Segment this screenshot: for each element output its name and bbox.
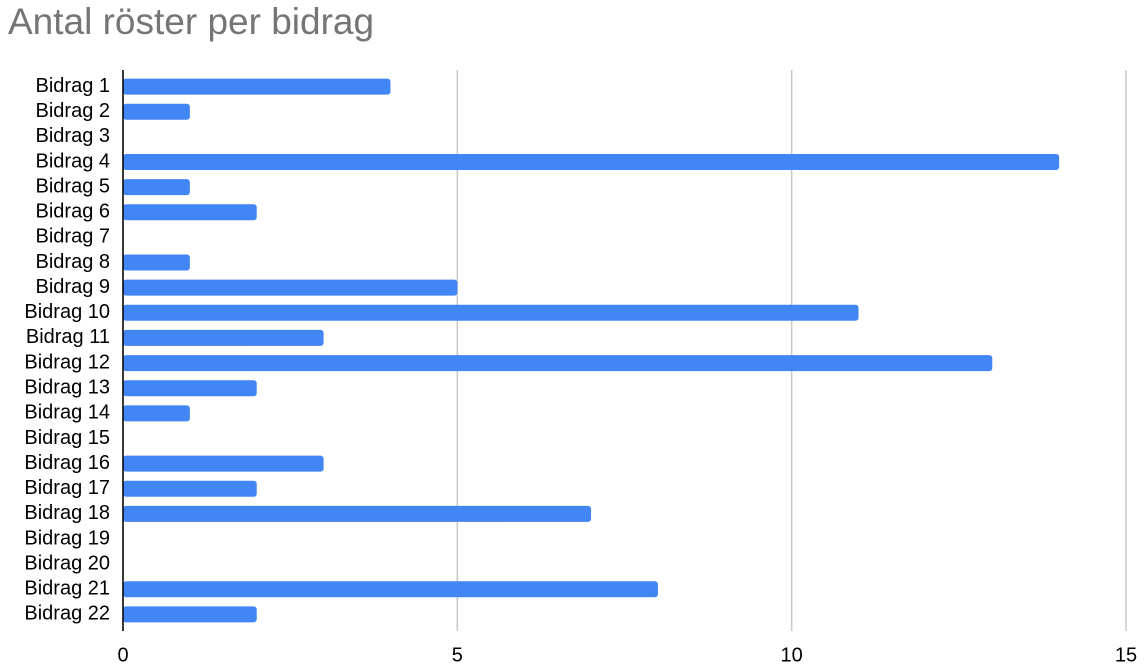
bar bbox=[123, 455, 324, 472]
y-tick-label: Bidrag 18 bbox=[24, 502, 110, 524]
y-tick-label: Bidrag 8 bbox=[36, 251, 111, 273]
y-tick-label: Bidrag 17 bbox=[24, 477, 110, 499]
y-tick-label: Bidrag 21 bbox=[24, 578, 110, 600]
y-tick-label: Bidrag 22 bbox=[24, 603, 110, 625]
y-tick-label: Bidrag 11 bbox=[26, 326, 110, 348]
bar bbox=[123, 304, 859, 321]
bar bbox=[123, 606, 257, 623]
bar bbox=[123, 329, 324, 346]
y-tick-label: Bidrag 13 bbox=[24, 376, 110, 398]
bar bbox=[123, 505, 592, 522]
bar bbox=[123, 355, 993, 372]
y-tick-label: Bidrag 9 bbox=[36, 276, 111, 298]
y-tick-label: Bidrag 4 bbox=[36, 150, 111, 172]
bar bbox=[123, 405, 190, 422]
x-tick-label: 10 bbox=[781, 644, 803, 666]
y-tick-label: Bidrag 3 bbox=[36, 125, 111, 147]
y-tick-label: Bidrag 6 bbox=[36, 201, 111, 223]
chart-title: Antal röster per bidrag bbox=[8, 1, 374, 42]
bar bbox=[123, 380, 257, 397]
bar bbox=[123, 103, 190, 120]
bar bbox=[123, 279, 458, 296]
bar bbox=[123, 254, 190, 271]
bar bbox=[123, 153, 1060, 170]
bar bbox=[123, 179, 190, 196]
y-tick-label: Bidrag 12 bbox=[24, 351, 110, 373]
y-tick-label: Bidrag 1 bbox=[36, 75, 111, 97]
y-tick-label: Bidrag 10 bbox=[24, 301, 110, 323]
x-tick-label: 0 bbox=[117, 644, 128, 666]
y-tick-label: Bidrag 2 bbox=[36, 100, 111, 122]
bar bbox=[123, 78, 391, 95]
y-tick-label: Bidrag 7 bbox=[36, 226, 111, 248]
bar bbox=[123, 581, 658, 598]
y-tick-label: Bidrag 16 bbox=[24, 452, 110, 474]
y-tick-label: Bidrag 20 bbox=[24, 552, 110, 574]
bar bbox=[123, 480, 257, 497]
y-tick-label: Bidrag 19 bbox=[24, 527, 110, 549]
x-tick-label: 15 bbox=[1115, 644, 1137, 666]
y-tick-label: Bidrag 15 bbox=[24, 427, 110, 449]
y-tick-label: Bidrag 14 bbox=[24, 402, 110, 424]
bar bbox=[123, 204, 257, 221]
y-tick-label: Bidrag 5 bbox=[36, 175, 111, 197]
x-tick-label: 5 bbox=[452, 644, 463, 666]
